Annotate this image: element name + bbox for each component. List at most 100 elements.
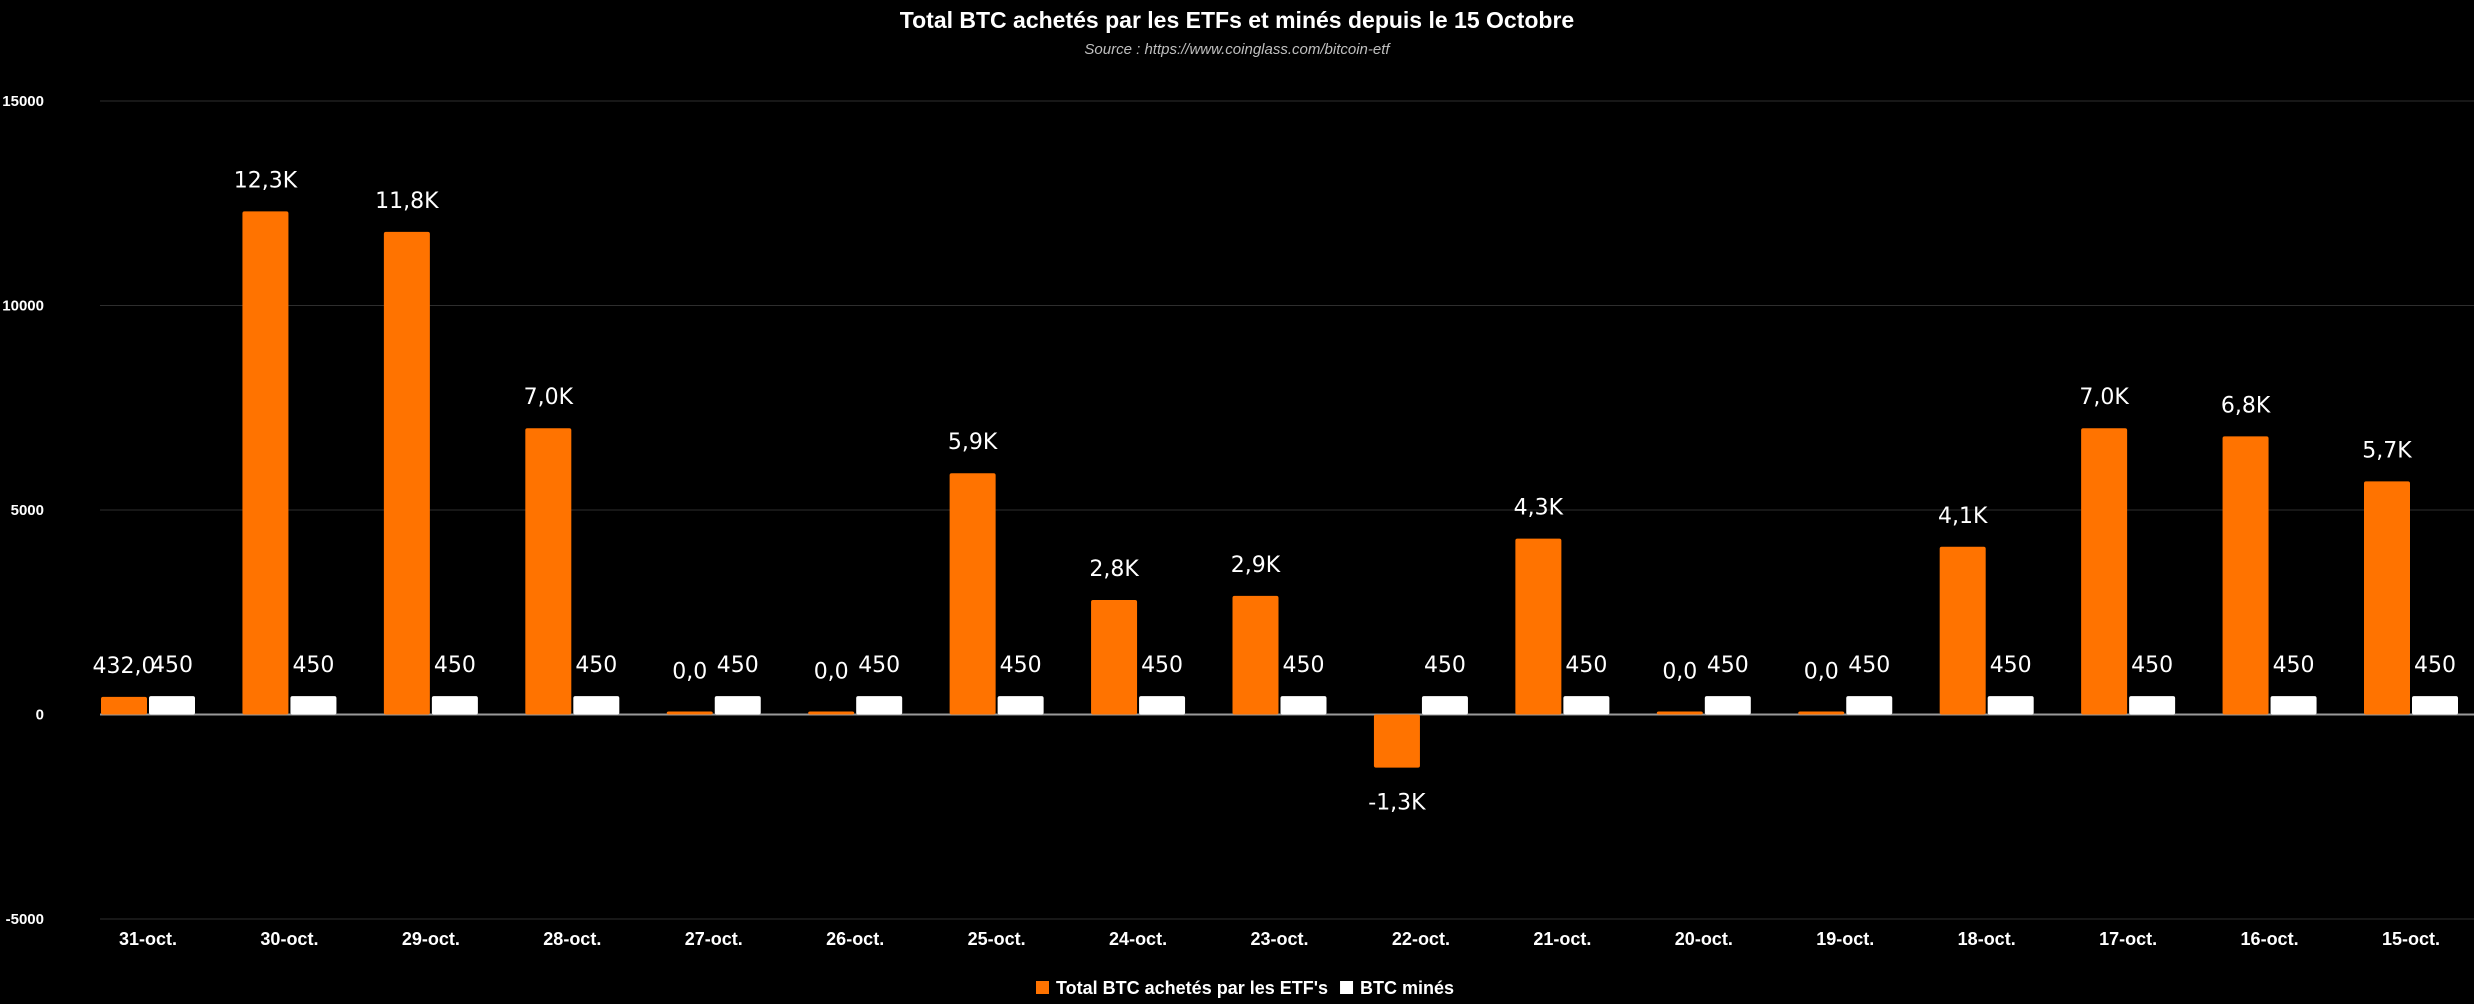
y-tick-label: 15000: [2, 93, 44, 110]
etf-bar: [101, 696, 147, 715]
etf-bar: [1515, 538, 1562, 715]
etf-bar: [242, 211, 289, 715]
etf-bar: [2222, 436, 2269, 715]
mined-value-label: 450: [1283, 653, 1325, 678]
etf-bar: [666, 711, 713, 715]
mined-value-label: 450: [1424, 653, 1466, 678]
x-tick-label: 19-oct.: [1816, 929, 1874, 949]
bars: [101, 211, 2458, 768]
mined-value-label: 450: [1990, 653, 2032, 678]
etf-value-label: 0,0: [1662, 660, 1697, 685]
etf-bar: [1091, 599, 1138, 715]
mined-bar: [1987, 696, 2034, 715]
mined-bar: [2129, 696, 2176, 715]
x-tick-label: 29-oct.: [402, 929, 460, 949]
mined-value-label: 450: [717, 653, 759, 678]
etf-bar: [949, 473, 996, 715]
etf-value-label: 11,8K: [375, 189, 439, 214]
x-tick-label: 18-oct.: [1958, 929, 2016, 949]
etf-value-label: 2,8K: [1089, 557, 1139, 582]
y-axis: 15000 10000 5000 0 -5000: [2, 93, 44, 928]
mined-bar: [856, 696, 903, 715]
x-tick-label: 27-oct.: [685, 929, 743, 949]
legend-swatch-mined: [1340, 981, 1354, 994]
mined-value-label: 450: [1000, 653, 1042, 678]
etf-value-label: 5,7K: [2362, 438, 2412, 463]
x-tick-label: 23-oct.: [1250, 929, 1308, 949]
etf-bar: [525, 428, 572, 715]
chart-title: Total BTC achetés par les ETFs et minés …: [900, 7, 1574, 33]
mined-bar: [1846, 696, 1893, 715]
mined-bar: [2270, 696, 2317, 715]
etf-value-label: 0,0: [672, 660, 707, 685]
etf-bar: [1373, 714, 1420, 768]
etf-value-label: 4,1K: [1938, 504, 1988, 529]
etf-value-label: 2,9K: [1231, 553, 1281, 578]
mined-value-label: 450: [575, 653, 617, 678]
etf-value-label: 0,0: [1804, 660, 1839, 685]
mined-bar: [714, 696, 761, 715]
x-tick-label: 20-oct.: [1675, 929, 1733, 949]
y-tick-label: -5000: [6, 911, 44, 928]
mined-bar: [1704, 696, 1751, 715]
etf-value-label: 7,0K: [2079, 385, 2129, 410]
x-tick-label: 26-oct.: [826, 929, 884, 949]
legend: Total BTC achetés par les ETF's BTC minés: [1036, 978, 1454, 998]
etf-value-label: 5,9K: [948, 430, 998, 455]
mined-bar: [1421, 696, 1468, 715]
chart-subtitle: Source : https://www.coinglass.com/bitco…: [1084, 41, 1391, 58]
mined-value-label: 450: [151, 653, 193, 678]
mined-value-label: 450: [1565, 653, 1607, 678]
mined-bar: [1280, 696, 1327, 715]
mined-bar: [149, 696, 195, 715]
x-tick-label: 25-oct.: [968, 929, 1026, 949]
etf-bar: [2364, 481, 2410, 715]
etf-value-label: 6,8K: [2221, 393, 2271, 418]
mined-value-label: 450: [434, 653, 476, 678]
etf-bar: [2081, 428, 2128, 715]
etf-value-label: 12,3K: [234, 168, 298, 193]
y-tick-label: 5000: [11, 502, 44, 519]
x-tick-label: 17-oct.: [2099, 929, 2157, 949]
etf-value-label: -1,3K: [1368, 791, 1426, 816]
mined-bar: [290, 696, 337, 715]
mined-value-label: 450: [1707, 653, 1749, 678]
etf-value-label: 4,3K: [1514, 496, 1564, 521]
x-tick-label: 28-oct.: [543, 929, 601, 949]
x-tick-label: 24-oct.: [1109, 929, 1167, 949]
mined-value-label: 450: [2131, 653, 2173, 678]
x-tick-label: 31-oct.: [119, 929, 177, 949]
etf-value-label: 0,0: [814, 660, 849, 685]
mined-value-label: 450: [858, 653, 900, 678]
etf-bar: [808, 711, 855, 715]
etf-bar: [1232, 595, 1279, 715]
mined-value-label: 450: [1141, 653, 1183, 678]
mined-bar: [1139, 696, 1186, 715]
etf-value-label: 432,0: [93, 654, 156, 679]
etf-value-label: 7,0K: [524, 385, 574, 410]
y-tick-label: 0: [36, 707, 44, 724]
y-tick-label: 10000: [2, 298, 44, 315]
mined-value-label: 450: [2273, 653, 2315, 678]
x-tick-label: 15-oct.: [2382, 929, 2440, 949]
mined-bar: [2412, 696, 2458, 715]
mined-value-label: 450: [1848, 653, 1890, 678]
mined-bar: [997, 696, 1044, 715]
mined-bar: [431, 696, 478, 715]
legend-label-mined: BTC minés: [1360, 978, 1454, 998]
x-tick-label: 21-oct.: [1533, 929, 1591, 949]
mined-bar: [1563, 696, 1610, 715]
mined-value-label: 450: [2414, 653, 2456, 678]
etf-bar: [1656, 711, 1703, 715]
legend-label-etf: Total BTC achetés par les ETF's: [1056, 978, 1328, 998]
etf-bar: [1798, 711, 1845, 715]
etf-bar: [1939, 546, 1986, 715]
x-tick-label: 16-oct.: [2241, 929, 2299, 949]
mined-value-label: 450: [292, 653, 334, 678]
x-tick-label: 22-oct.: [1392, 929, 1450, 949]
legend-swatch-etf: [1036, 981, 1049, 994]
etf-bar: [383, 231, 430, 715]
